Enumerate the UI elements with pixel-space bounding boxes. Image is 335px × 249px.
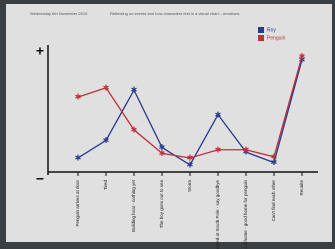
y-top-label: + (36, 43, 44, 59)
point-marker: ✱ (243, 145, 250, 154)
x-tick-label: The boy goes out to sea (159, 180, 164, 229)
point-marker: ✱ (215, 145, 222, 154)
x-tick-label: Can't find each other (271, 180, 276, 222)
page: Wednesday 6th November 2019 Reflecting o… (0, 0, 335, 249)
point-marker: ✱ (75, 154, 82, 163)
legend-swatch (258, 35, 264, 41)
chart-subtitle: Reflecting on events and how characters … (110, 11, 241, 16)
x-tick-label: Tired (103, 180, 108, 191)
y-bottom-label: − (36, 171, 44, 187)
x-tick-label: Building boat - nothing yet (131, 179, 136, 232)
x-tick-label: Reunite (299, 180, 304, 196)
legend-swatch (258, 27, 264, 33)
x-tick-label: Finds a home - good home for penguin (243, 180, 248, 249)
x-tick-label: Storm (187, 180, 192, 192)
x-tick-label: Arrived at South Pole - say goodbye (215, 180, 220, 249)
point-marker: ✱ (103, 136, 110, 145)
point-marker: ✱ (215, 110, 222, 119)
chart-title: Wednesday 6th November 2019 (30, 11, 88, 16)
point-marker: ✱ (75, 93, 82, 102)
chart: Wednesday 6th November 2019 Reflecting o… (0, 0, 335, 249)
point-marker: ✱ (187, 154, 194, 163)
point-marker: ✱ (103, 83, 110, 92)
point-marker: ✱ (271, 152, 278, 161)
legend-label: Roy (267, 27, 276, 33)
x-tick-label: Penguin arrives at door (75, 180, 80, 227)
point-marker: ✱ (159, 149, 166, 158)
point-marker: ✱ (299, 52, 306, 61)
point-marker: ✱ (131, 125, 138, 134)
legend-label: Penguin (267, 35, 286, 41)
point-marker: ✱ (131, 86, 138, 95)
